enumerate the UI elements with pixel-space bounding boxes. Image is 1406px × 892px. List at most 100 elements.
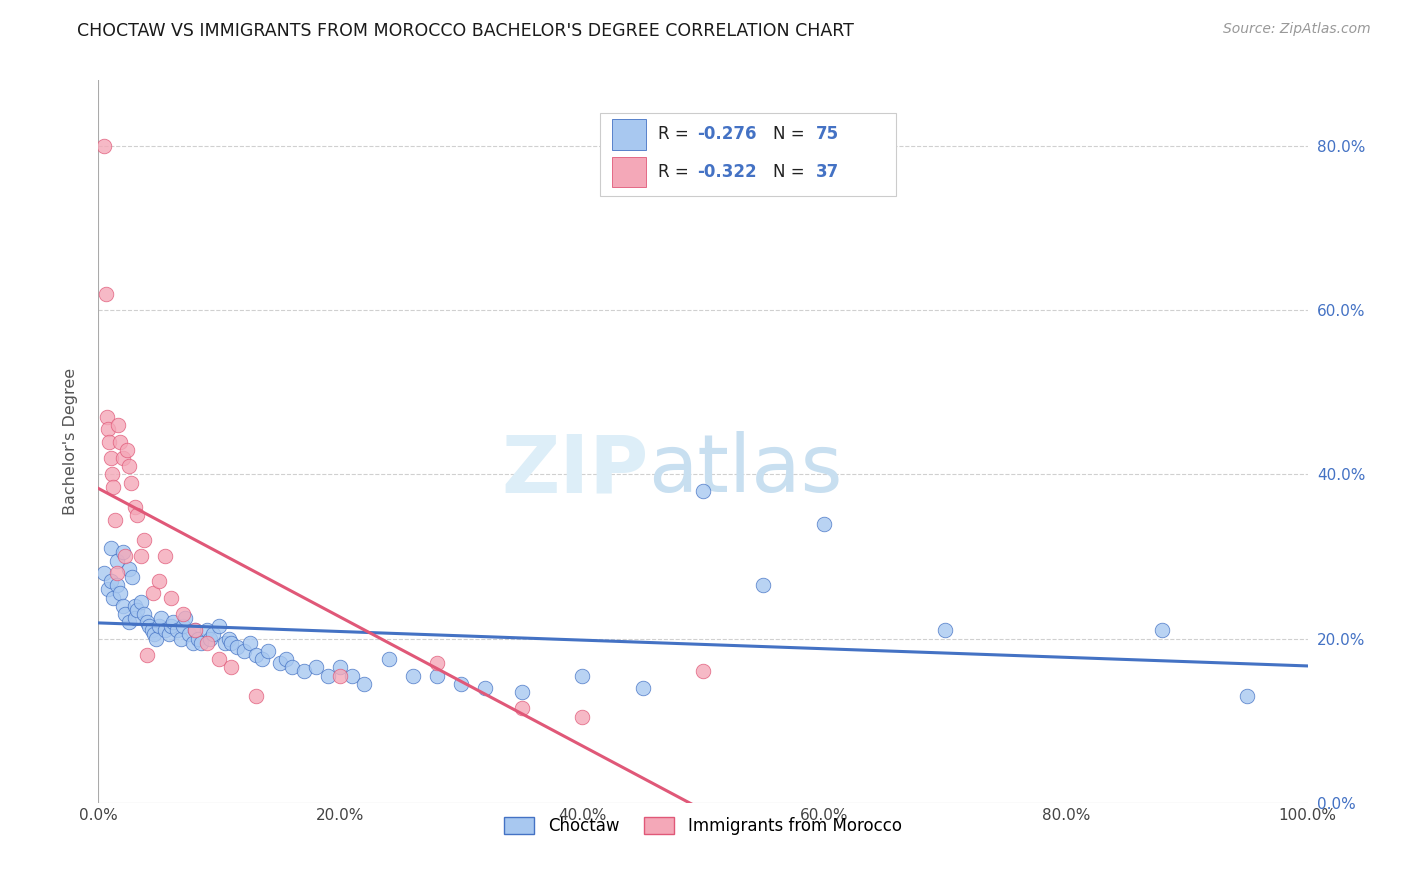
Point [124, 611, 146, 625]
Point [239, 636, 262, 650]
Point [96, 409, 118, 424]
Point [101, 480, 124, 494]
Point [118, 459, 141, 474]
Text: N =: N = [773, 163, 810, 181]
Point [402, 668, 425, 682]
Point [181, 636, 204, 650]
Bar [613, 157, 647, 187]
Point [202, 627, 225, 641]
Text: Source: ZipAtlas.com: Source: ZipAtlas.com [1223, 22, 1371, 37]
Point [692, 665, 714, 679]
Point [114, 607, 136, 621]
Point [316, 668, 339, 682]
Point [269, 657, 291, 671]
Point [190, 636, 212, 650]
Point [256, 644, 278, 658]
Point [111, 599, 134, 613]
Point [111, 450, 134, 465]
Point [108, 586, 131, 600]
Point [124, 500, 146, 515]
Point [160, 619, 183, 633]
Point [108, 434, 131, 449]
Point [105, 553, 128, 567]
Text: R =: R = [658, 126, 695, 144]
Text: N =: N = [773, 126, 810, 144]
Legend: Choctaw, Immigrants from Morocco: Choctaw, Immigrants from Morocco [498, 810, 908, 841]
Point [179, 627, 201, 641]
Point [426, 657, 449, 671]
Point [129, 594, 152, 608]
Point [105, 578, 128, 592]
Point [305, 660, 328, 674]
Point [104, 512, 127, 526]
Point [107, 418, 129, 433]
Point [184, 624, 207, 638]
Point [571, 668, 593, 682]
Text: -0.276: -0.276 [697, 126, 756, 144]
Point [232, 644, 254, 658]
Point [329, 660, 352, 674]
Point [1152, 624, 1174, 638]
Point [145, 632, 167, 646]
Point [221, 660, 243, 674]
Point [218, 632, 240, 646]
Point [329, 668, 352, 682]
Point [426, 668, 449, 682]
Point [934, 624, 956, 638]
Text: -0.322: -0.322 [697, 163, 756, 181]
Point [120, 475, 142, 490]
Point [174, 611, 197, 625]
Point [571, 709, 593, 723]
Point [172, 607, 194, 621]
Point [148, 574, 170, 588]
Point [111, 545, 134, 559]
Point [292, 665, 315, 679]
Text: R =: R = [658, 163, 695, 181]
Point [127, 508, 149, 523]
Point [153, 624, 176, 638]
Point [474, 681, 496, 695]
Point [141, 624, 163, 638]
Point [93, 566, 115, 580]
Text: 37: 37 [815, 163, 839, 181]
Point [143, 627, 166, 641]
Text: atlas: atlas [648, 432, 844, 509]
Point [138, 619, 160, 633]
Text: 75: 75 [815, 126, 838, 144]
Point [134, 607, 156, 621]
Point [245, 689, 267, 703]
Point [100, 574, 122, 588]
Point [134, 533, 156, 547]
Point [100, 541, 122, 556]
Point [353, 677, 375, 691]
Point [93, 139, 115, 153]
FancyBboxPatch shape [600, 112, 897, 196]
Point [245, 648, 267, 662]
Text: CHOCTAW VS IMMIGRANTS FROM MOROCCO BACHELOR'S DEGREE CORRELATION CHART: CHOCTAW VS IMMIGRANTS FROM MOROCCO BACHE… [77, 22, 855, 40]
Bar [613, 120, 647, 150]
Point [129, 549, 152, 564]
Point [166, 624, 188, 638]
Point [195, 636, 218, 650]
Point [117, 442, 139, 457]
Point [97, 582, 120, 597]
Text: ZIP: ZIP [502, 432, 648, 509]
Point [135, 648, 157, 662]
Point [100, 450, 122, 465]
Point [250, 652, 273, 666]
Point [226, 640, 249, 654]
Point [208, 652, 231, 666]
Point [1236, 689, 1258, 703]
Point [195, 624, 218, 638]
Point [157, 627, 180, 641]
Point [162, 615, 184, 630]
Point [208, 619, 231, 633]
Point [148, 619, 170, 633]
Point [142, 586, 165, 600]
Point [101, 591, 124, 605]
Point [221, 636, 243, 650]
Point [377, 652, 399, 666]
Point [169, 632, 191, 646]
Point [274, 652, 297, 666]
Point [118, 562, 141, 576]
